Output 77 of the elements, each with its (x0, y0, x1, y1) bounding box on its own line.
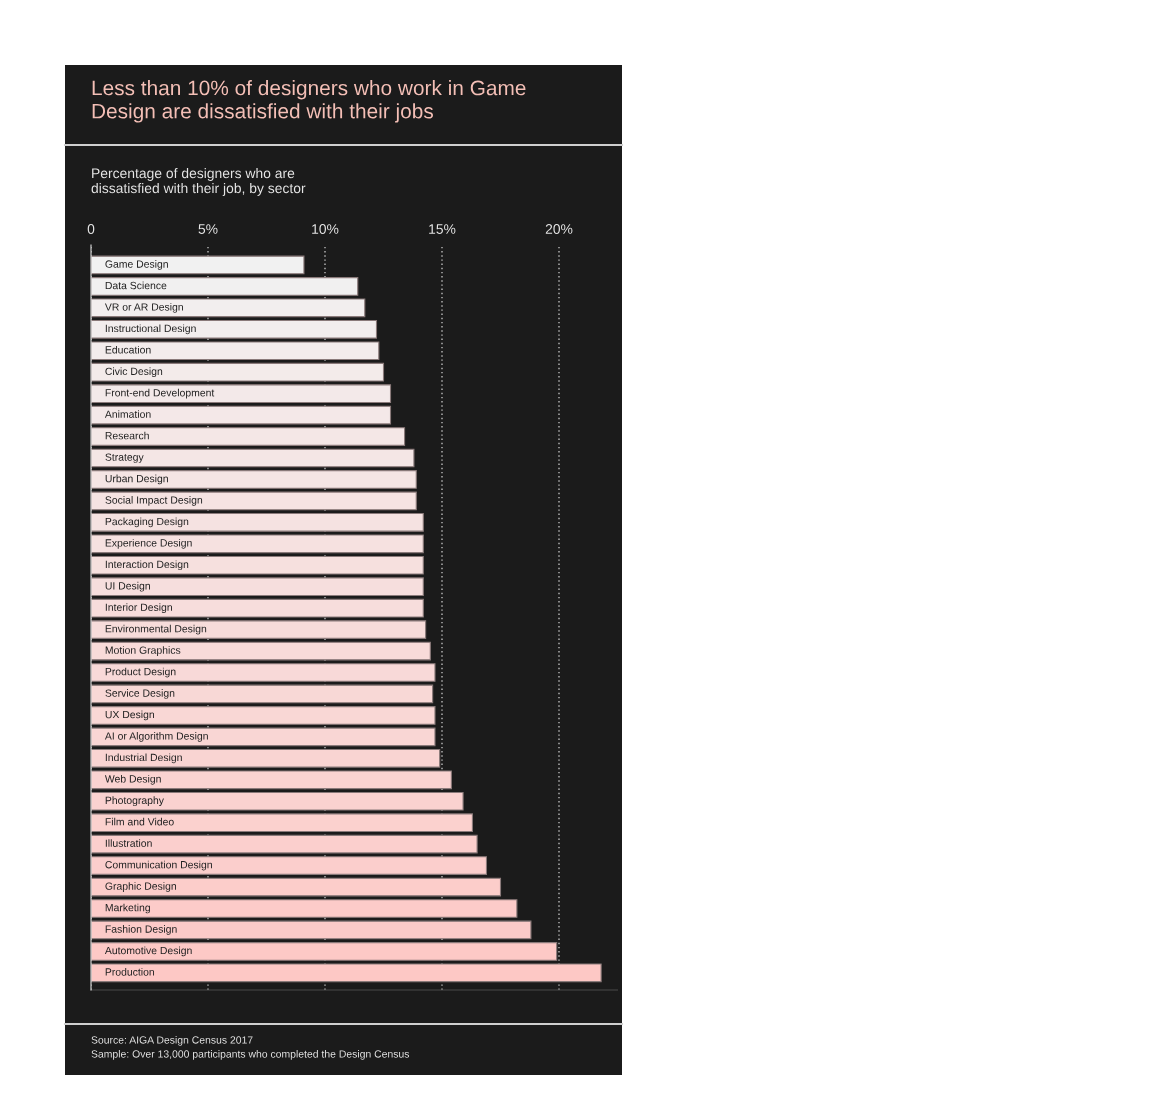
y-tick-label: VR or AR Design (104, 303, 183, 313)
x-tick-label: 10% (312, 224, 339, 234)
y-tick-label: Marketing (105, 903, 150, 914)
bar (91, 427, 406, 446)
bar (91, 770, 452, 790)
y-tick-label: Graphic Design (105, 882, 177, 892)
y-tick-label: Education (105, 345, 151, 354)
x-tick-label: 0 (87, 224, 95, 234)
y-tick-label: Data Science (105, 281, 167, 290)
y-tick-label: Communication Design (105, 860, 212, 871)
bar (91, 448, 415, 468)
y-tick-label: Film and Video (105, 817, 174, 826)
bar (91, 534, 424, 554)
chart-subtitle: Percentage of designers who are dissatisfied with their job, by sector (91, 168, 306, 196)
x-tick-label: 5% (198, 224, 218, 234)
bar (91, 856, 488, 875)
y-tick-label: Civic Design (105, 367, 163, 378)
y-tick-label: Social Impact Design (105, 496, 203, 506)
bar (91, 577, 424, 597)
bar (91, 663, 436, 682)
bar (91, 641, 431, 661)
bar (91, 706, 436, 725)
y-tick-label: Front-end Development (105, 388, 215, 399)
bar (91, 834, 478, 854)
bar (91, 920, 532, 940)
y-tick-label: Production (105, 967, 155, 976)
y-tick-label: Urban Design (105, 474, 168, 485)
y-tick-label: Animation (104, 410, 151, 418)
y-tick-label: Service Design (105, 689, 175, 699)
y-tick-label: Photography (105, 796, 164, 807)
bar (91, 727, 436, 747)
y-tick-label: UX Design (105, 710, 154, 721)
bar (91, 491, 417, 511)
bar (91, 405, 392, 425)
y-tick-label: Illustration (105, 839, 152, 847)
y-tick-label: Industrial Design (105, 753, 182, 764)
y-tick-label: Automotive Design (104, 946, 192, 957)
y-tick-label: Research (105, 431, 149, 440)
y-tick-label: Instructional Design (105, 324, 196, 335)
bar (91, 555, 424, 575)
y-tick-label: Game Design (105, 260, 168, 270)
chart-title: Less than 10% of designers who work in Game Design are dissatisfied with their jobs (92, 80, 526, 123)
y-tick-label: Packaging Design (105, 517, 189, 528)
y-tick-label: Interaction Design (105, 560, 189, 571)
bar (91, 319, 378, 339)
bar (91, 748, 441, 768)
bar (91, 362, 385, 382)
bar (91, 598, 424, 618)
y-tick-label: Strategy (105, 453, 144, 463)
y-tick-label: Interior Design (105, 603, 172, 614)
bar (91, 384, 392, 404)
bar (91, 277, 359, 296)
y-tick-label: Fashion Design (105, 925, 177, 935)
y-tick-label: Web Design (104, 774, 161, 785)
bar (91, 899, 518, 918)
bar (91, 298, 366, 318)
text: Sample: Over 13,000 participants who completed the Design Census (91, 1050, 410, 1060)
bar (91, 513, 424, 532)
x-tick-label: 20% (545, 224, 573, 234)
bar (91, 341, 380, 361)
y-tick-label: Product Design (105, 667, 176, 678)
bar (91, 470, 417, 489)
y-tick-label: AI or Algorithm Design (104, 732, 208, 742)
bar (91, 877, 502, 897)
y-tick-label: Motion Graphics (105, 646, 181, 656)
bar (91, 813, 473, 833)
bar (91, 684, 434, 704)
bar (91, 791, 464, 811)
y-tick-label: UI Design (105, 581, 150, 592)
bar (91, 255, 305, 275)
y-tick-label: Environmental Design (105, 624, 207, 635)
bar (91, 963, 602, 983)
x-tick-label: 15% (429, 224, 456, 234)
source-note: Source: AIGA Design Census 2017 (91, 1036, 253, 1046)
bar (91, 942, 558, 961)
y-tick-label: Experience Design (105, 538, 192, 549)
bar (91, 620, 427, 639)
